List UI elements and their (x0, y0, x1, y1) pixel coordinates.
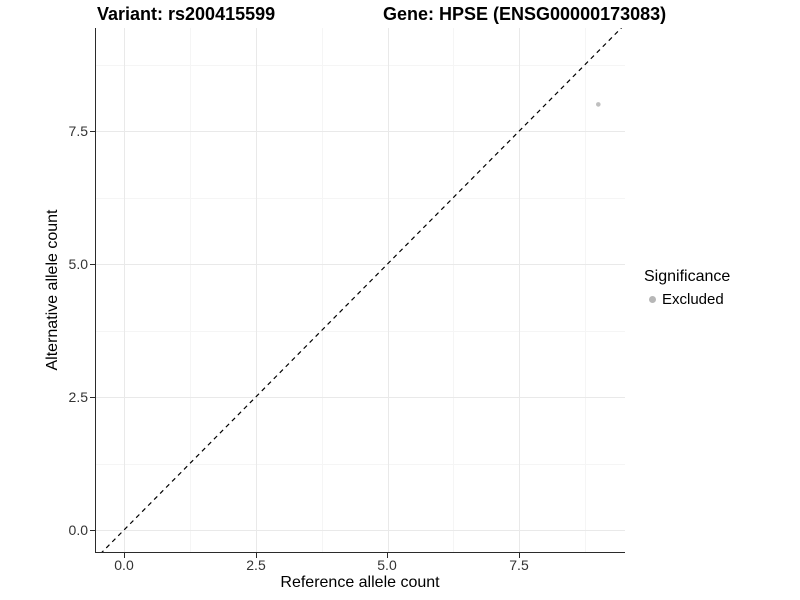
legend-title: Significance (644, 268, 731, 285)
gridline (95, 397, 625, 398)
gridline (124, 28, 125, 553)
gridline (256, 28, 257, 553)
plot-title-variant: Variant: rs200415599 (97, 4, 276, 24)
y-axis-tick (90, 397, 95, 398)
x-tick-label: 7.5 (509, 557, 529, 573)
legend-item-excluded: Excluded (649, 291, 730, 308)
plot-title-gene: Gene: HPSE (ENSG00000173083) (383, 4, 667, 24)
gridline (95, 331, 625, 332)
plot-panel (95, 28, 625, 553)
x-axis-tick (256, 553, 257, 558)
gridline (95, 264, 625, 265)
y-axis-tick (90, 264, 95, 265)
gridline (95, 131, 625, 132)
plot-canvas (100, 28, 623, 553)
identity-reference-line (100, 28, 623, 553)
x-axis-title: Reference allele count (280, 574, 440, 591)
y-axis-line (95, 28, 96, 553)
y-axis-title: Alternative allele count (44, 209, 61, 371)
legend-item-label: Excluded (662, 291, 724, 308)
y-tick-label: 2.5 (68, 389, 88, 405)
gridline (322, 28, 323, 553)
data-point (596, 102, 601, 107)
x-axis-tick (519, 553, 520, 558)
x-tick-label: 5.0 (377, 557, 397, 573)
legend-point-swatch-icon (649, 296, 656, 303)
gridlines (95, 28, 625, 553)
y-tick-label: 5.0 (68, 256, 88, 272)
gridline (453, 28, 454, 553)
gridline (190, 28, 191, 553)
x-tick-label: 0.0 (114, 557, 134, 573)
x-axis-line (95, 552, 625, 553)
gridline (95, 530, 625, 531)
gridline (95, 198, 625, 199)
gridline (95, 65, 625, 66)
gridline (95, 464, 625, 465)
x-axis-tick (124, 553, 125, 558)
gridline (519, 28, 520, 553)
y-tick-label: 7.5 (68, 123, 88, 139)
gridline (585, 28, 586, 553)
x-tick-label: 2.5 (246, 557, 266, 573)
legend: Significance Excluded (644, 268, 730, 308)
y-axis-tick (90, 131, 95, 132)
y-axis-tick (90, 530, 95, 531)
gridline (388, 28, 389, 553)
y-tick-label: 0.0 (68, 522, 88, 538)
x-axis-tick (387, 553, 388, 558)
